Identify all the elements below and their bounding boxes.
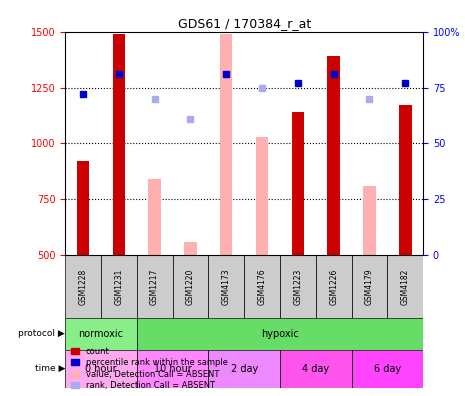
- Text: 0 hour: 0 hour: [85, 364, 117, 374]
- Bar: [208, 255, 244, 318]
- Bar: [137, 350, 208, 388]
- Text: GSM1220: GSM1220: [186, 268, 195, 305]
- Bar: [77, 162, 89, 255]
- Bar: [316, 255, 352, 318]
- Text: 10 hour: 10 hour: [153, 364, 192, 374]
- Bar: [244, 255, 280, 318]
- Text: protocol ▶: protocol ▶: [18, 329, 65, 339]
- Text: 6 day: 6 day: [374, 364, 401, 374]
- Bar: [327, 56, 340, 255]
- Bar: [101, 255, 137, 318]
- Title: GDS61 / 170384_r_at: GDS61 / 170384_r_at: [178, 17, 311, 30]
- Text: GSM1217: GSM1217: [150, 268, 159, 305]
- Bar: [184, 242, 197, 255]
- Text: time ▶: time ▶: [35, 364, 65, 373]
- Bar: [173, 255, 208, 318]
- Bar: [280, 255, 316, 318]
- Bar: [137, 255, 173, 318]
- Bar: [113, 34, 125, 255]
- Bar: [280, 350, 352, 388]
- Bar: [352, 350, 423, 388]
- Text: GSM4176: GSM4176: [258, 268, 266, 305]
- Bar: [352, 255, 387, 318]
- Bar: [208, 350, 280, 388]
- Bar: [148, 179, 161, 255]
- Text: GSM4173: GSM4173: [222, 268, 231, 305]
- Text: 2 day: 2 day: [231, 364, 258, 374]
- Text: hypoxic: hypoxic: [261, 329, 299, 339]
- Text: GSM1231: GSM1231: [114, 268, 123, 305]
- Bar: [137, 318, 423, 350]
- Text: GSM1228: GSM1228: [79, 268, 87, 305]
- Text: GSM1223: GSM1223: [293, 268, 302, 305]
- Bar: [256, 137, 268, 255]
- Text: GSM4182: GSM4182: [401, 268, 410, 305]
- Bar: [292, 112, 304, 255]
- Text: GSM1226: GSM1226: [329, 268, 338, 305]
- Bar: [363, 186, 376, 255]
- Bar: [387, 255, 423, 318]
- Text: GSM4179: GSM4179: [365, 268, 374, 305]
- Bar: [65, 318, 137, 350]
- Bar: [399, 105, 412, 255]
- Bar: [220, 34, 232, 255]
- Bar: [65, 350, 137, 388]
- Text: normoxic: normoxic: [79, 329, 123, 339]
- Legend: count, percentile rank within the sample, value, Detection Call = ABSENT, rank, : count, percentile rank within the sample…: [69, 345, 230, 392]
- Bar: [65, 255, 101, 318]
- Text: 4 day: 4 day: [302, 364, 329, 374]
